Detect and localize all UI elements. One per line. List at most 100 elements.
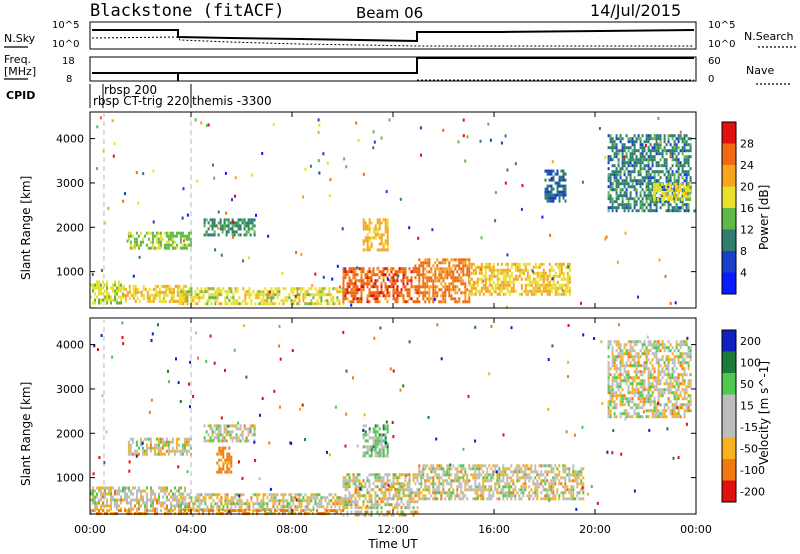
heatmap-cell <box>675 186 678 189</box>
heatmap-cell <box>288 509 290 513</box>
heatmap-cell <box>474 292 477 296</box>
heatmap-cell <box>388 473 391 477</box>
heatmap-cell <box>506 280 509 284</box>
heatmap-cell <box>112 283 114 287</box>
heatmap-cell <box>158 486 160 490</box>
heatmap-cell <box>504 271 507 275</box>
heatmap-cell <box>466 300 469 304</box>
heatmap-cell <box>623 149 626 153</box>
heatmap-cell <box>432 476 435 480</box>
heatmap-cell <box>372 427 375 431</box>
heatmap-cell <box>366 279 369 283</box>
heatmap-cell <box>394 297 397 301</box>
heatmap-cell <box>428 485 431 489</box>
heatmap-cell <box>226 290 229 294</box>
heatmap-cell <box>418 467 421 471</box>
heatmap-cell <box>452 464 455 468</box>
heatmap-cell <box>90 295 92 299</box>
heatmap-cell <box>380 506 383 510</box>
heatmap-cell <box>348 485 351 489</box>
heatmap-cell <box>176 489 178 493</box>
heatmap-cell <box>647 167 650 171</box>
heatmap-cell <box>629 164 632 168</box>
heatmap-cell <box>410 282 413 286</box>
heatmap-cell <box>444 270 447 274</box>
heatmap-cell <box>146 296 149 300</box>
heatmap-cell <box>566 274 569 278</box>
heatmap-cell <box>296 505 299 509</box>
heatmap-cell <box>396 476 399 480</box>
heatmap-cell <box>653 137 656 141</box>
heatmap-cell <box>639 406 642 410</box>
heatmap-cell <box>613 152 616 156</box>
heatmap-cell <box>135 237 138 241</box>
heatmap-cell <box>623 403 626 407</box>
heatmap-cell <box>334 509 336 513</box>
heatmap-cell <box>253 424 256 428</box>
heatmap-cell <box>253 433 256 437</box>
heatmap-cell <box>354 282 357 286</box>
heatmap-cell <box>607 364 610 368</box>
heatmap-cell <box>250 499 253 503</box>
heatmap-cell <box>374 473 377 477</box>
heatmap-cell <box>286 505 289 509</box>
heatmap-cell <box>516 479 519 483</box>
heatmap-cell <box>633 143 636 147</box>
heatmap-cell <box>118 509 120 513</box>
heatmap-cell <box>234 299 237 303</box>
heatmap-cell <box>687 209 690 213</box>
heatmap-cell <box>627 340 630 344</box>
heatmap-cell <box>613 406 616 410</box>
heatmap-cell <box>518 488 521 492</box>
y-tick-label: 2000 <box>56 221 84 234</box>
heatmap-cell <box>436 267 439 271</box>
heatmap-cell <box>554 181 557 185</box>
heatmap-cell <box>308 496 311 500</box>
heatmap-cell <box>374 294 377 298</box>
heatmap-cell <box>522 494 525 498</box>
heatmap-cell <box>364 445 367 449</box>
heatmap-cell <box>148 293 151 297</box>
heatmap-cell <box>438 464 441 468</box>
heatmap-cell <box>156 290 159 294</box>
heatmap-cell <box>235 433 238 437</box>
heatmap-cell <box>422 294 425 298</box>
heatmap-cell <box>631 179 634 183</box>
heatmap-cell <box>627 412 630 416</box>
heatmap-cell <box>484 280 487 284</box>
heatmap-cell <box>496 262 499 266</box>
heatmap-cell <box>633 206 636 210</box>
heatmap-cell <box>550 187 553 191</box>
heatmap-cell <box>128 489 130 493</box>
heatmap-cell <box>340 290 343 294</box>
heatmap-cell <box>348 276 351 280</box>
heatmap-cell <box>532 271 535 275</box>
heatmap-cell <box>631 355 634 359</box>
heatmap-cell <box>122 498 124 502</box>
heatmap-cell <box>633 161 636 165</box>
heatmap-cell <box>122 199 125 203</box>
heatmap-cell <box>218 505 221 509</box>
heatmap-cell <box>348 270 351 274</box>
heatmap-cell <box>546 280 549 284</box>
heatmap-cell <box>239 439 242 443</box>
heatmap-cell <box>176 498 178 502</box>
heatmap-cell <box>406 288 409 292</box>
heatmap-cell <box>238 502 241 506</box>
heatmap-cell <box>647 176 650 180</box>
heatmap-cell <box>384 221 387 225</box>
heatmap-cell <box>474 479 477 483</box>
heatmap-cell <box>410 297 413 301</box>
heatmap-cell <box>388 291 391 295</box>
heatmap-cell <box>366 236 369 240</box>
heatmap-cell <box>386 448 389 452</box>
heatmap-cell <box>230 464 233 468</box>
heatmap-cell <box>494 219 497 223</box>
heatmap-cell <box>414 500 417 504</box>
heatmap-cell <box>142 501 144 505</box>
heatmap-cell <box>470 473 473 477</box>
heatmap-cell <box>420 153 422 157</box>
heatmap-cell <box>384 248 387 252</box>
heatmap-cell <box>167 446 170 450</box>
heatmap-cell <box>635 179 638 183</box>
